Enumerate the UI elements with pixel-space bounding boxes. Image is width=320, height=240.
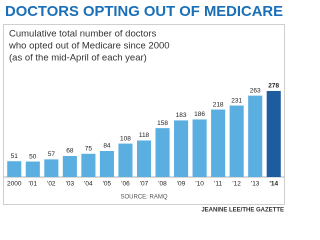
bar <box>44 159 59 177</box>
value-label: 68 <box>66 148 74 155</box>
value-label: 57 <box>48 151 56 158</box>
subtitle-line: Cumulative total number of doctors <box>9 29 157 40</box>
subtitle-line: who opted out of Medicare since 2000 <box>8 41 170 52</box>
x-tick-label: '12 <box>232 181 241 188</box>
bar <box>81 153 96 177</box>
x-tick-label: '04 <box>84 181 93 188</box>
bar <box>266 91 281 177</box>
bar <box>62 155 77 177</box>
page: DOCTORS OPTING OUT OF MEDICARE Cumulativ… <box>3 2 285 214</box>
bar <box>155 128 170 177</box>
value-label: 75 <box>85 146 93 153</box>
value-label: 108 <box>120 135 131 142</box>
value-label: 84 <box>103 143 111 150</box>
value-label: 118 <box>139 132 150 139</box>
frame <box>3 24 285 205</box>
source: SOURCE: RAMQ <box>120 195 167 201</box>
value-label: 263 <box>250 87 261 94</box>
x-tick-label: '14 <box>269 181 278 188</box>
bar <box>99 151 114 177</box>
value-label: 158 <box>157 120 168 127</box>
x-tick-label: '13 <box>251 181 260 188</box>
credit: JEANINE LEE/THE GAZETTE <box>201 208 284 214</box>
value-label: 186 <box>194 111 205 118</box>
value-label: 183 <box>176 112 187 119</box>
x-tick-label: '02 <box>47 181 56 188</box>
x-tick-label: '11 <box>214 181 222 188</box>
x-tick-label: 2000 <box>7 181 22 188</box>
bar <box>248 95 263 177</box>
bar <box>174 120 189 177</box>
bar <box>211 109 226 177</box>
bar <box>118 143 133 177</box>
x-tick-label: '01 <box>29 181 38 188</box>
value-label: 231 <box>231 97 242 104</box>
x-tick-label: '03 <box>66 181 75 188</box>
bar <box>25 161 40 177</box>
value-label: 51 <box>11 153 19 160</box>
bar <box>192 119 207 177</box>
bar <box>229 105 244 177</box>
value-label: 50 <box>29 153 37 160</box>
bar <box>136 140 152 177</box>
subtitle-line: (as of the mid-April of each year) <box>9 53 147 64</box>
chart: DOCTORS OPTING OUT OF MEDICARE Cumulativ… <box>3 3 285 214</box>
x-tick-label: '09 <box>177 181 186 188</box>
x-tick-label: '08 <box>158 181 167 188</box>
value-label: 278 <box>268 83 279 90</box>
chart-title: DOCTORS OPTING OUT OF MEDICARE <box>5 3 283 20</box>
bar <box>7 161 22 177</box>
x-tick-label: '05 <box>103 181 112 188</box>
x-tick-label: '06 <box>121 181 130 188</box>
x-tick-label: '10 <box>195 181 204 188</box>
x-tick-label: '07 <box>140 181 149 188</box>
value-label: 218 <box>213 101 224 108</box>
